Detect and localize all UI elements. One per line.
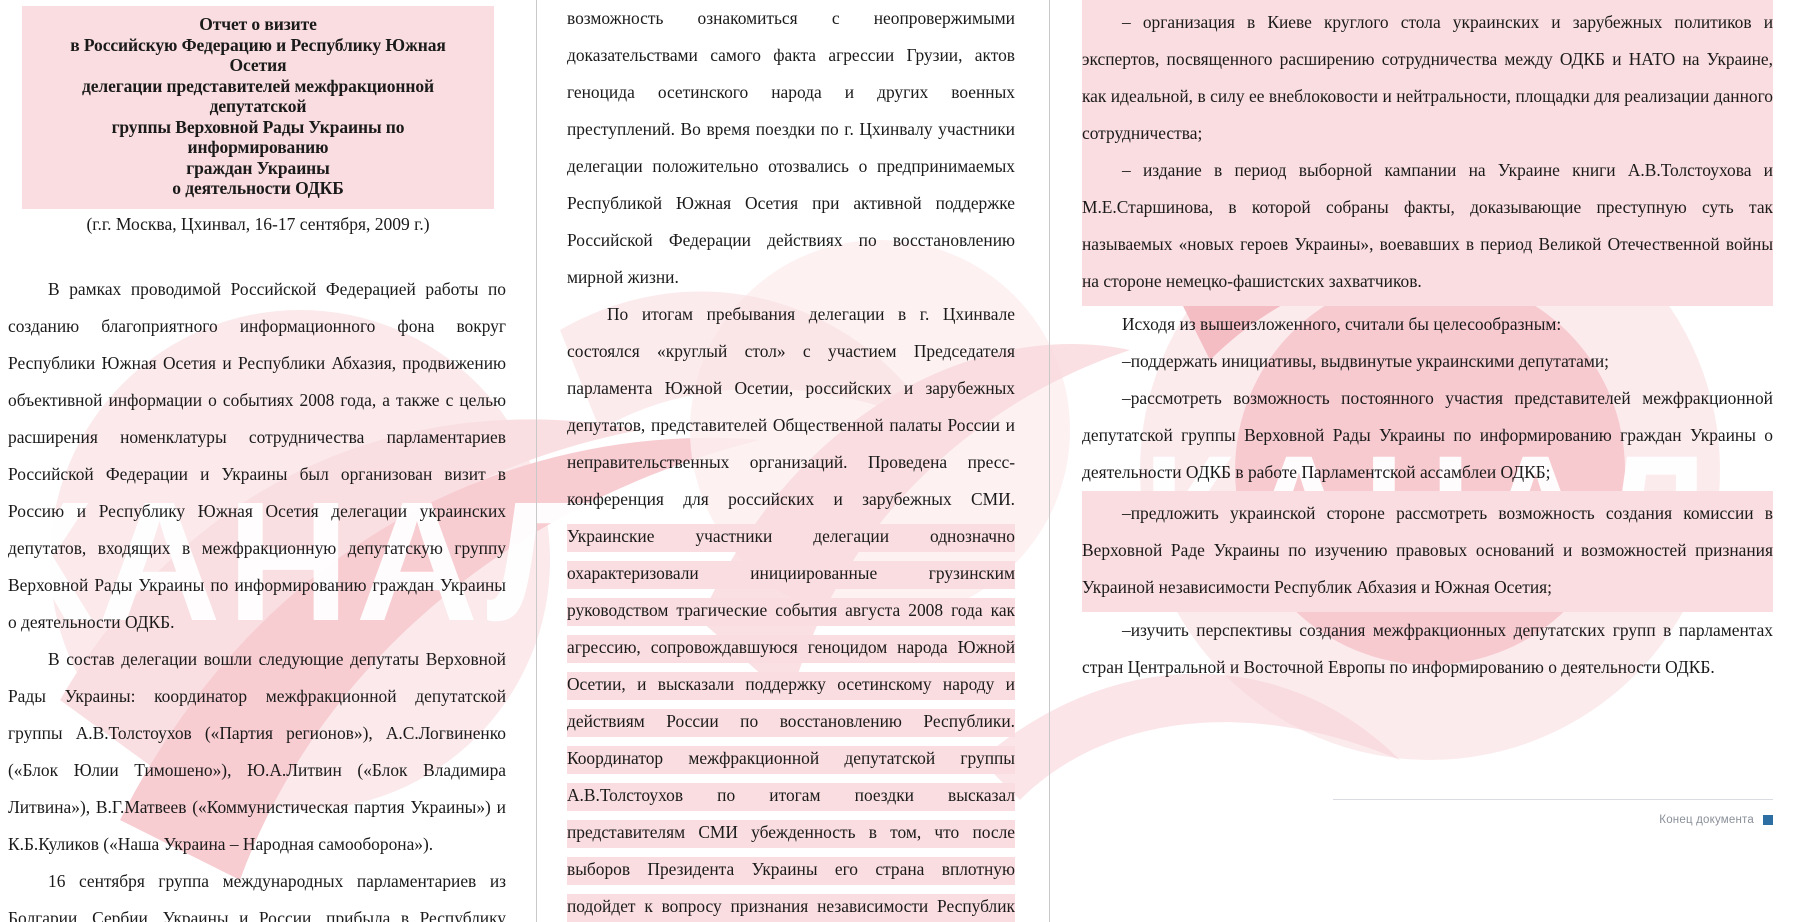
paragraph: В рамках проводимой Российской Федерацие…: [8, 278, 506, 632]
page-title-line-3: делегации представителей межфракционной …: [81, 75, 435, 117]
document-footer: Конец документа: [1333, 799, 1773, 826]
paragraph-lead-in: Исходя из вышеизложенного, считали бы це…: [1122, 314, 1562, 334]
document-column-2: возможность ознакомиться с неопровержимы…: [536, 0, 1049, 922]
document-title-block: Отчет о визите в Российскую Федерацию и …: [22, 6, 494, 209]
paragraph-roundtable: По итогам пребывания делегации в г. Цхин…: [567, 296, 1015, 922]
column-3-body: – организация в Киеве круглого стола укр…: [1082, 0, 1773, 686]
recommendation-item: –предложить украинской стороне рассмотре…: [1082, 503, 1773, 597]
page-title-line-5: граждан Украины: [186, 157, 330, 178]
bullet-item: – организация в Киеве круглого стола укр…: [1082, 12, 1773, 143]
paragraph-text-plain: По итогам пребывания делегации в г. Цхин…: [567, 304, 1015, 509]
document-column-3: – организация в Киеве круглого стола укр…: [1049, 0, 1817, 922]
page-title-line-2: в Российскую Федерацию и Республику Южна…: [70, 34, 446, 76]
highlighted-bullet-group: – организация в Киеве круглого стола укр…: [1082, 0, 1773, 306]
document-column-1: Отчет о визите в Российскую Федерацию и …: [0, 0, 536, 922]
column-1-body: В рамках проводимой Российской Федерацие…: [8, 271, 506, 922]
paragraph: В состав делегации вошли следующие депут…: [8, 648, 506, 854]
end-of-document-marker: Конец документа: [1333, 814, 1773, 826]
footer-divider: [1333, 799, 1773, 800]
recommendation-item: –поддержать инициативы, выдвинутые украи…: [1122, 351, 1610, 371]
page-title-line-6: о деятельности ОДКБ: [172, 178, 344, 198]
page-title-line-4: группы Верховной Рады Украины по информи…: [111, 116, 405, 158]
column-2-body: возможность ознакомиться с неопровержимы…: [567, 0, 1015, 922]
document-subtitle: (г.г. Москва, Цхинвал, 16-17 сентября, 2…: [86, 213, 430, 234]
end-of-document-label: Конец документа: [1659, 814, 1754, 826]
highlighted-text: Украинские участники делегации однозначн…: [567, 524, 1015, 922]
recommendation-item: –изучить перспективы создания межфракцио…: [1082, 620, 1773, 677]
recommendation-item: –рассмотреть возможность постоянного уча…: [1082, 388, 1773, 482]
paragraph-continuation: возможность ознакомиться с неопровержимы…: [567, 8, 1015, 287]
highlighted-recommendation: –предложить украинской стороне рассмотре…: [1082, 491, 1773, 612]
end-of-document-square-icon: [1763, 815, 1773, 825]
page-title-line-1: Отчет о визите: [199, 14, 317, 34]
paragraph: 16 сентября группа международных парламе…: [8, 870, 506, 922]
bullet-item: – издание в период выборной кампании на …: [1082, 160, 1773, 291]
